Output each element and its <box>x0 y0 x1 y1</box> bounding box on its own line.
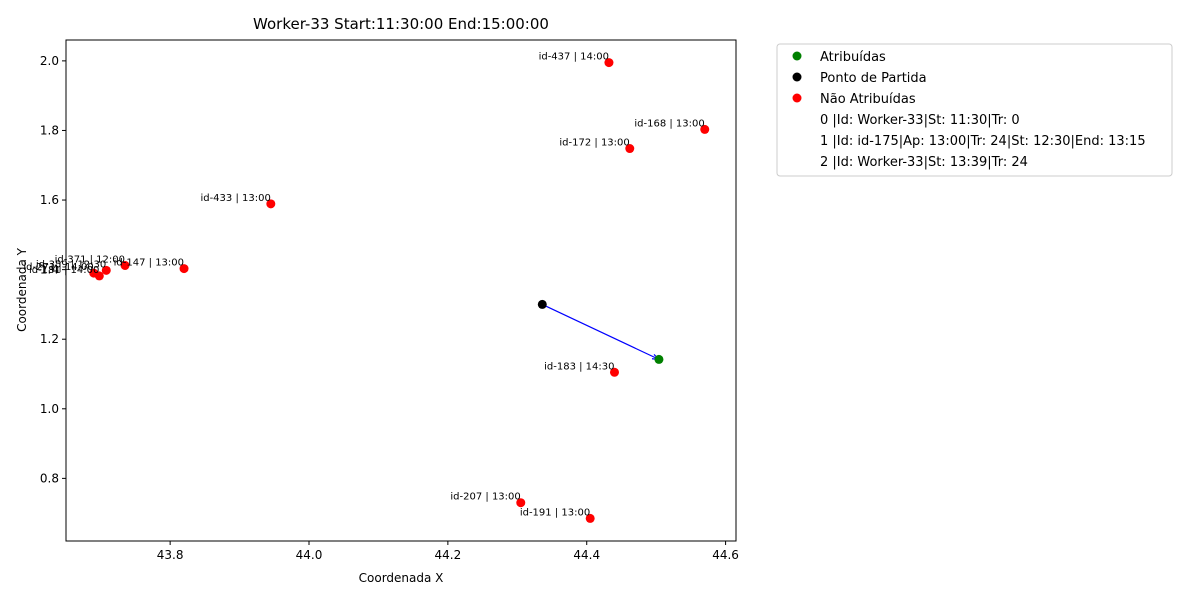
point-label: id-183 | 14:30 <box>544 361 614 372</box>
point-label: id-371 | 12:00 <box>55 254 125 265</box>
point-label: id-359 | 12:30 <box>36 259 106 270</box>
plot-frame <box>65 39 737 542</box>
y-axis-label: Coordenada Y <box>15 247 29 332</box>
y-axis-ticks: 0.8 1.0 1.2 1.4 1.6 1.8 2.0 <box>40 54 66 485</box>
point-labels-layer: id-437 | 14:00 id-168 | 13:00 id-172 | 13:… <box>23 52 704 519</box>
data-point <box>700 124 710 134</box>
legend-frame <box>776 43 1173 177</box>
legend-marker <box>792 93 802 103</box>
data-point <box>516 498 526 508</box>
legend-marker <box>792 72 802 82</box>
data-point <box>120 260 130 270</box>
data-point <box>604 58 614 68</box>
point-label: id-181 | 14:00 <box>29 265 99 276</box>
x-tick-label: 43.8 <box>157 548 184 562</box>
points-layer <box>89 58 710 523</box>
point-label: id-168 | 13:00 <box>634 118 704 129</box>
x-tick-label: 44.2 <box>435 548 462 562</box>
y-tick-label: 1.0 <box>40 402 59 416</box>
data-point <box>266 199 276 209</box>
data-point <box>101 265 111 275</box>
data-point <box>537 299 547 309</box>
legend-entry: Não Atribuídas <box>820 92 916 107</box>
x-axis-label: Coordenada X <box>359 571 444 585</box>
legend-entry: Atribuídas <box>820 50 886 65</box>
point-label: id-147 | 13:00 <box>114 258 184 269</box>
point-label: id-191 | 13:00 <box>520 507 590 518</box>
x-tick-label: 44.6 <box>712 548 739 562</box>
data-point <box>625 144 635 154</box>
legend-entry: Ponto de Partida <box>820 71 927 86</box>
legend: Atribuídas Ponto de Partida Não Atribuídas… <box>776 43 1173 177</box>
point-label: id-433 | 13:00 <box>200 193 270 204</box>
legend-entry: 1 |Id: id-175|Ap: 13:00|Tr: 24|St: 12:30… <box>820 134 1146 149</box>
legend-entry: 2 |Id: Worker-33|St: 13:39|Tr: 24 <box>820 155 1028 170</box>
route-segment <box>542 303 660 360</box>
chart-title: Worker-33 Start:11:30:00 End:15:00:00 <box>253 15 549 33</box>
legend-entry: 0 |Id: Worker-33|St: 11:30|Tr: 0 <box>820 113 1020 128</box>
data-point <box>585 513 595 523</box>
x-tick-label: 44.0 <box>296 548 323 562</box>
y-tick-label: 1.2 <box>40 332 59 346</box>
y-tick-label: 1.4 <box>40 263 59 277</box>
data-point <box>94 271 104 281</box>
point-label: id-437 | 14:00 <box>539 52 609 63</box>
legend-marker <box>792 51 802 61</box>
point-label: id-172 | 13:00 <box>559 138 629 149</box>
plot-area <box>66 40 736 541</box>
point-label: id-271 | 14:00 <box>23 262 93 273</box>
y-tick-label: 1.6 <box>40 193 59 207</box>
data-point <box>609 367 619 377</box>
y-tick-label: 0.8 <box>40 471 59 485</box>
y-tick-label: 1.8 <box>40 123 59 137</box>
x-axis-ticks: 43.8 44.0 44.2 44.4 44.6 <box>157 541 739 562</box>
point-label: id-207 | 13:00 <box>450 492 520 503</box>
x-tick-label: 44.4 <box>573 548 600 562</box>
data-point <box>654 354 664 364</box>
data-point <box>179 264 189 274</box>
y-tick-label: 2.0 <box>40 54 59 68</box>
